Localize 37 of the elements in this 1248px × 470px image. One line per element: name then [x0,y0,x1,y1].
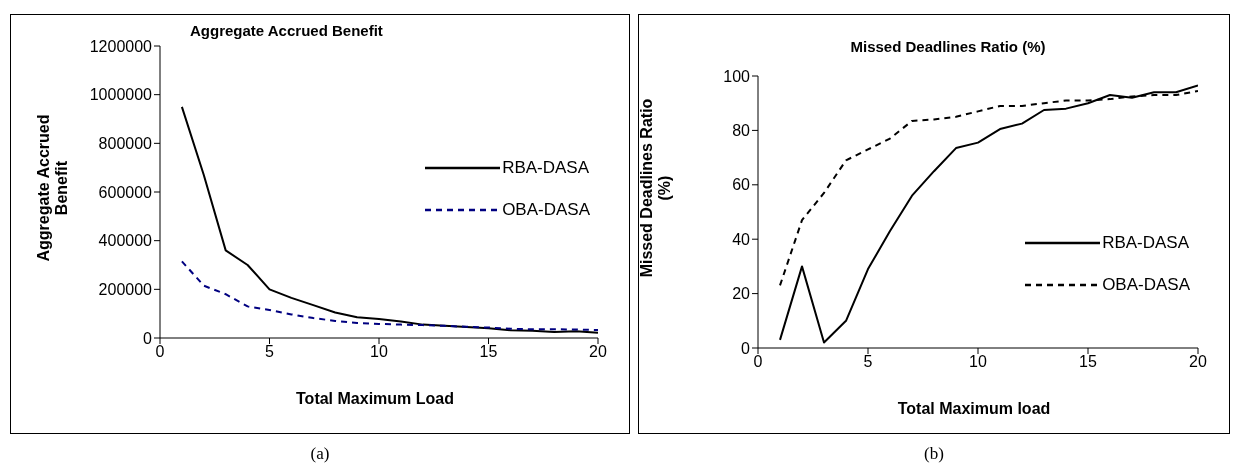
x-tick-label: 20 [1189,353,1207,371]
y-axis-title: Aggregate Accrued Benefit [35,113,71,264]
y-tick-label: 40 [732,230,751,248]
x-axis-title: Total Maximum Load [295,390,455,408]
legend-label: RBA-DASA [502,158,590,178]
x-tick-label: 15 [1079,353,1097,371]
y-tick-label: 100 [723,67,751,85]
text: (b) [924,444,944,463]
x-tick-label: 5 [265,343,275,361]
x-tick-label: 15 [479,343,498,361]
y-tick-label: 600000 [98,183,153,201]
x-tick-label: 10 [370,343,388,361]
y-tick-label: 200000 [98,281,153,299]
x-tick-label: 0 [753,353,763,371]
line-series [180,260,598,331]
text: (a) [310,444,330,463]
legend-label: OBA-DASA [502,200,590,220]
x-tick-label: 0 [155,343,165,361]
y-axis-title: Missed Deadlines Ratio (%) [638,97,674,280]
y-tick-label: 20 [732,285,751,303]
y-tick-label: 1000000 [89,86,153,104]
y-tick-label: 80 [732,122,751,140]
legend-label: OBA-DASA [1102,275,1190,295]
legend-label: RBA-DASA [1102,233,1190,253]
line-series [779,84,1198,344]
y-tick-label: 800000 [98,135,153,153]
line-series [180,105,598,334]
x-tick-label: 5 [863,353,873,371]
y-tick-label: 400000 [98,232,153,250]
y-tick-label: 60 [732,176,751,194]
y-tick-label: 0 [143,329,153,347]
x-axis-title: Total Maximum load [896,400,1052,418]
chart-title: Aggregate Accrued Benefit [190,22,384,39]
chart-title: Missed Deadlines Ratio (%) [849,38,1047,55]
y-tick-label: 1200000 [89,37,153,55]
x-tick-label: 20 [589,343,607,361]
x-tick-label: 10 [969,353,987,371]
